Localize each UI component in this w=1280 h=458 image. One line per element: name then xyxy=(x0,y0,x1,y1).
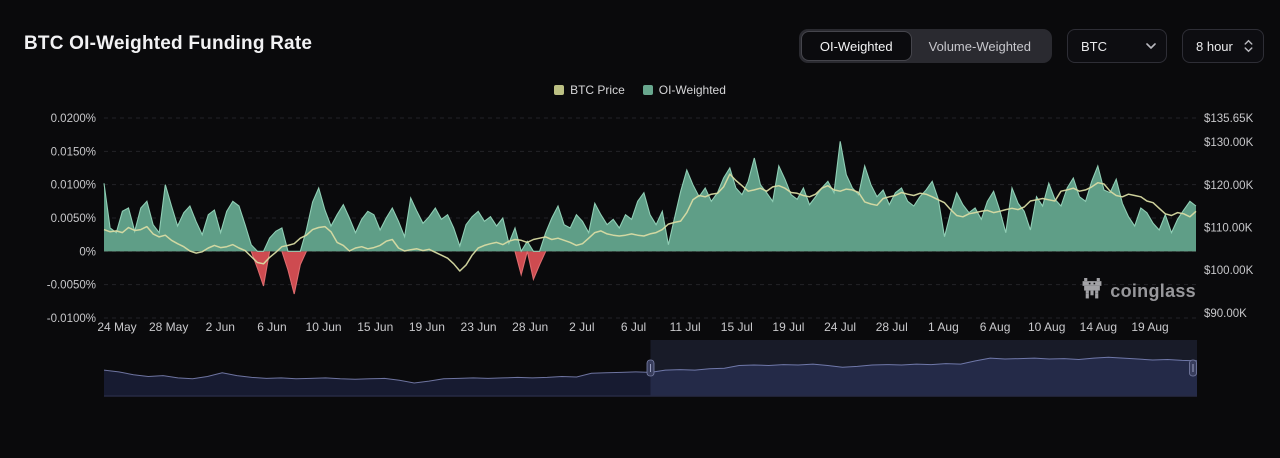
left-axis-labels: 0.0200% 0.0150% 0.0100% 0.0050% 0% -0.0050% -0… xyxy=(47,113,96,325)
svg-text:6 Aug: 6 Aug xyxy=(980,320,1011,334)
svg-text:0.0050%: 0.0050% xyxy=(51,213,96,225)
funding-edge-negative xyxy=(250,251,547,295)
navigator-handle-right[interactable] xyxy=(1189,359,1197,377)
navigator-handle-left[interactable] xyxy=(646,359,655,377)
svg-text:$120.00K: $120.00K xyxy=(1204,180,1254,192)
btc-price-swatch xyxy=(554,85,565,95)
svg-text:28 Jun: 28 Jun xyxy=(512,320,548,334)
svg-text:$90.00K: $90.00K xyxy=(1204,308,1247,320)
coin-select-value: BTC xyxy=(1081,38,1107,54)
page-title: BTC OI-Weighted Funding Rate xyxy=(24,33,313,54)
x-axis-labels: 24 May 28 May 2 Jun 6 Jun 10 Jun 15 Jun 19 Jun… xyxy=(97,320,1168,334)
btc-price-line xyxy=(103,173,1197,272)
legend-item-btc-price[interactable]: BTC Price xyxy=(554,83,625,97)
navigator-area xyxy=(104,357,1197,396)
funding-area-positive xyxy=(104,141,1196,252)
chevron-down-icon xyxy=(1146,43,1156,49)
svg-text:$130.00K: $130.00K xyxy=(1204,137,1254,149)
coinglass-watermark: coinglass xyxy=(1081,278,1196,305)
interval-select[interactable]: 8 hour xyxy=(1182,29,1264,63)
svg-text:2 Jul: 2 Jul xyxy=(569,320,594,334)
legend-label: OI-Weighted xyxy=(658,83,726,97)
svg-text:-0.0100%: -0.0100% xyxy=(47,313,96,325)
watermark-text: coinglass xyxy=(1110,281,1196,301)
svg-text:15 Jul: 15 Jul xyxy=(721,320,753,334)
svg-text:19 Jun: 19 Jun xyxy=(409,320,445,334)
svg-text:-0.0050%: -0.0050% xyxy=(47,280,96,292)
svg-text:2 Jun: 2 Jun xyxy=(206,320,235,334)
funding-edge-line xyxy=(103,141,1197,253)
coinglass-logo-icon xyxy=(1081,278,1103,305)
svg-text:0%: 0% xyxy=(79,246,96,258)
weighting-segmented-control: OI-Weighted Volume-Weighted xyxy=(798,29,1052,63)
chart-controls: OI-Weighted Volume-Weighted BTC 8 hour xyxy=(798,29,1264,63)
navigator-selection[interactable] xyxy=(650,340,1198,396)
navigator-canvas[interactable] xyxy=(0,338,1280,402)
svg-text:1 Aug: 1 Aug xyxy=(928,320,959,334)
svg-text:6 Jun: 6 Jun xyxy=(257,320,286,334)
svg-text:0.0100%: 0.0100% xyxy=(51,180,96,192)
svg-text:0.0200%: 0.0200% xyxy=(51,113,96,125)
up-down-chevrons-icon xyxy=(1244,39,1253,53)
svg-text:$135.65K: $135.65K xyxy=(1204,113,1254,125)
svg-text:10 Aug: 10 Aug xyxy=(1028,320,1065,334)
svg-text:23 Jun: 23 Jun xyxy=(461,320,497,334)
svg-text:24 May: 24 May xyxy=(97,320,136,334)
funding-area-negative xyxy=(104,251,1196,294)
right-axis-labels: $135.65K $130.00K $120.00K $110.00K $100.00K… xyxy=(1204,113,1254,320)
svg-text:28 May: 28 May xyxy=(149,320,188,334)
svg-text:$110.00K: $110.00K xyxy=(1204,222,1253,234)
legend-item-oi-weighted[interactable]: OI-Weighted xyxy=(642,83,726,97)
svg-text:$100.00K: $100.00K xyxy=(1204,265,1254,277)
svg-text:15 Jun: 15 Jun xyxy=(357,320,393,334)
oi-weighted-button[interactable]: OI-Weighted xyxy=(801,32,911,60)
svg-text:24 Jul: 24 Jul xyxy=(824,320,856,334)
svg-text:10 Jun: 10 Jun xyxy=(306,320,342,334)
svg-text:11 Jul: 11 Jul xyxy=(670,320,701,334)
svg-text:6 Jul: 6 Jul xyxy=(621,320,646,334)
oi-weighted-swatch xyxy=(642,85,653,95)
chart-legend: BTC Price OI-Weighted xyxy=(0,83,1280,97)
coin-select[interactable]: BTC xyxy=(1067,29,1167,63)
svg-text:14 Aug: 14 Aug xyxy=(1080,320,1117,334)
svg-text:19 Jul: 19 Jul xyxy=(772,320,804,334)
funding-chart-canvas[interactable]: 0.0200% 0.0150% 0.0100% 0.0050% 0% -0.0050% -0… xyxy=(0,100,1280,338)
volume-weighted-button[interactable]: Volume-Weighted xyxy=(911,32,1049,60)
svg-text:0.0150%: 0.0150% xyxy=(51,146,96,158)
svg-text:28 Jul: 28 Jul xyxy=(876,320,908,334)
svg-text:19 Aug: 19 Aug xyxy=(1131,320,1168,334)
interval-select-value: 8 hour xyxy=(1196,38,1233,54)
legend-label: BTC Price xyxy=(570,83,625,97)
